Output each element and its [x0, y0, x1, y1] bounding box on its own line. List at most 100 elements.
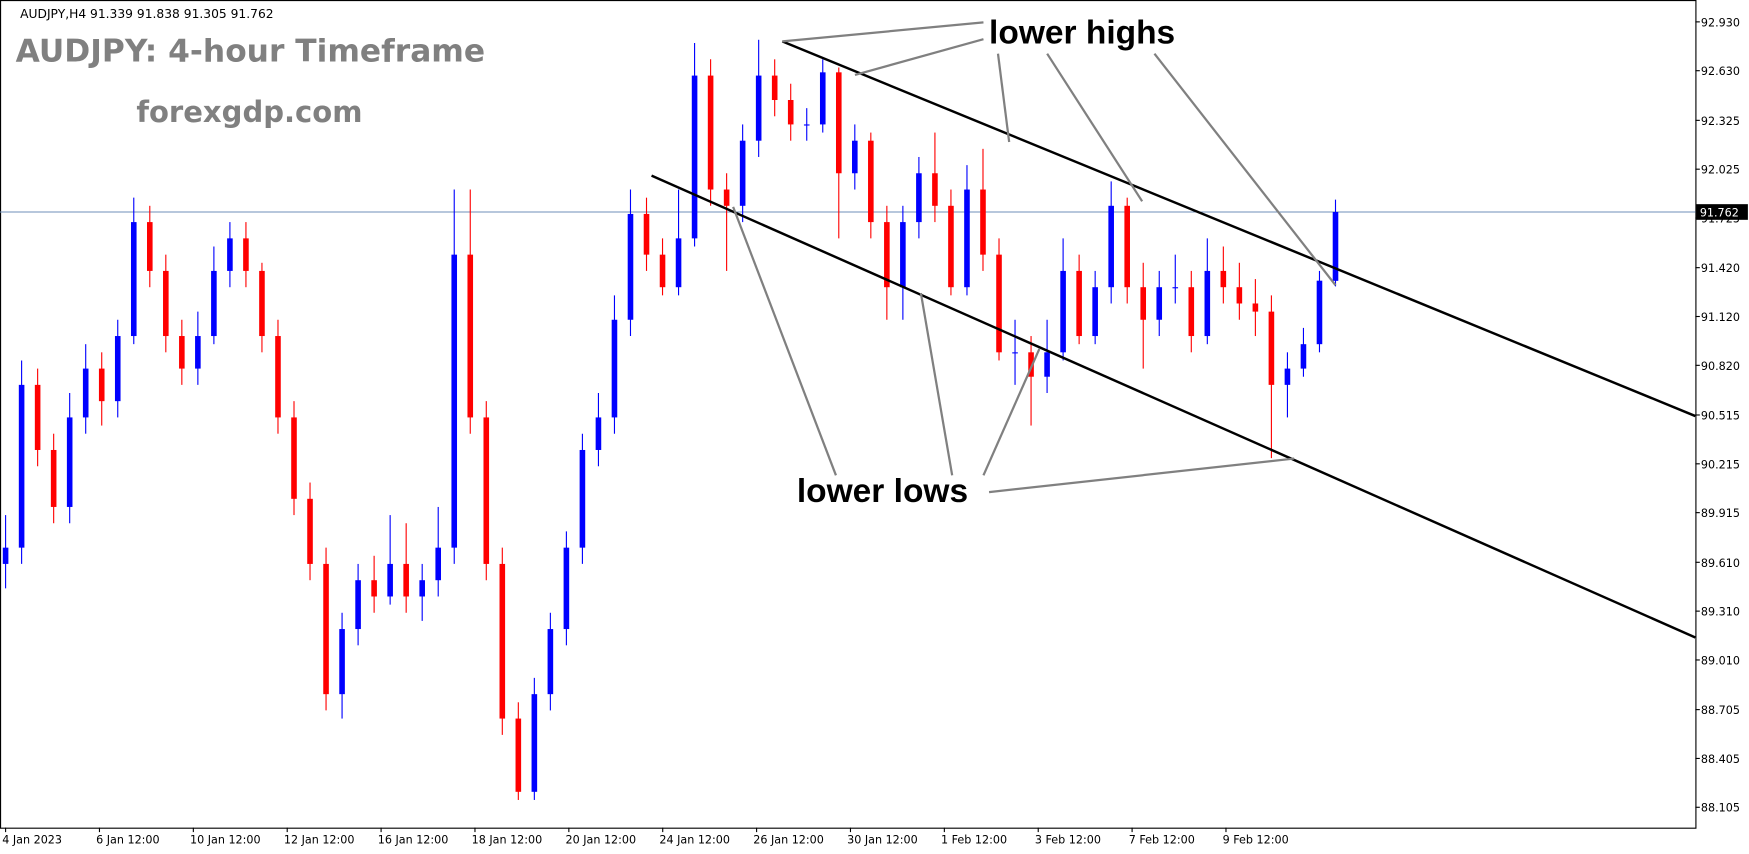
candle-body — [1236, 287, 1243, 304]
candle-body — [34, 384, 41, 450]
candle-body — [755, 75, 762, 141]
y-tick-label: 90.215 — [1701, 458, 1740, 471]
x-tick-label: 16 Jan 12:00 — [378, 833, 449, 846]
x-tick-label: 30 Jan 12:00 — [847, 833, 918, 846]
x-tick-label: 10 Jan 12:00 — [190, 833, 261, 846]
candle-body — [515, 718, 522, 792]
candle-body — [1108, 205, 1114, 288]
connector — [919, 292, 954, 476]
candle-body — [819, 72, 826, 125]
annotation: lower highs — [989, 15, 1175, 52]
connector — [1153, 52, 1337, 286]
connector — [988, 457, 1295, 494]
candle-body — [339, 629, 345, 695]
connector — [782, 21, 984, 43]
candle-body — [835, 72, 842, 174]
candle-body — [147, 222, 153, 271]
y-tick-label: 92.630 — [1701, 65, 1740, 78]
plot-area — [0, 39, 1696, 800]
candle-body — [675, 238, 682, 288]
subtitle: forexgdp.com — [136, 95, 362, 129]
y-tick-label: 88.705 — [1701, 704, 1740, 717]
candle-body — [868, 140, 874, 223]
candle-body — [787, 100, 794, 125]
candle-body — [499, 563, 506, 719]
y-tick-label: 92.025 — [1701, 164, 1740, 177]
candle-body — [227, 238, 233, 271]
header: AUDJPY,H4 91.339 91.838 91.305 91.762 — [20, 7, 273, 21]
candle-body — [948, 205, 954, 288]
connector — [1046, 53, 1144, 202]
candle-body — [451, 254, 458, 548]
candle-body — [771, 75, 778, 101]
candle-body — [884, 222, 890, 288]
candle-body — [307, 498, 313, 564]
candle-body — [114, 336, 121, 402]
candle-body — [18, 384, 25, 548]
x-tick-label: 26 Jan 12:00 — [753, 833, 824, 846]
candle-body — [403, 563, 409, 597]
plot-frame — [0, 0, 1697, 829]
candle-body — [980, 189, 986, 255]
y-tick-label: 89.610 — [1701, 557, 1740, 570]
candle-body — [1332, 211, 1339, 281]
y-tick-label: 89.010 — [1701, 654, 1740, 667]
candle-body — [2, 547, 9, 564]
connector — [982, 348, 1041, 476]
candle-body — [1252, 303, 1259, 312]
candle-body — [1284, 368, 1291, 385]
candle-body — [723, 189, 730, 206]
candle-body — [179, 336, 185, 369]
y-tick-label: 91.420 — [1701, 262, 1740, 275]
candle-body — [419, 580, 425, 597]
candle-body — [691, 75, 698, 239]
connector — [996, 53, 1011, 143]
candle-body — [595, 417, 602, 450]
candle-body — [563, 547, 570, 630]
candle-body — [1060, 270, 1066, 353]
candle-body — [852, 140, 858, 174]
connector — [732, 206, 837, 476]
candle-body — [275, 336, 281, 418]
candle-body — [1076, 270, 1082, 337]
channel-lower — [651, 174, 1696, 639]
candle-body — [627, 213, 634, 320]
candle-body — [996, 254, 1002, 353]
x-tick-label: 1 Feb 12:00 — [941, 833, 1007, 846]
candle-body — [1204, 270, 1211, 337]
candle-body — [1140, 287, 1147, 320]
candle-body — [1188, 287, 1195, 337]
candle-body — [291, 417, 297, 499]
candle-body — [964, 189, 970, 288]
candle-body — [98, 368, 105, 402]
candle-body — [371, 580, 377, 597]
chart-title: AUDJPY: 4-hour Timeframe — [16, 34, 485, 70]
candle-body — [1316, 280, 1323, 345]
candle-body — [163, 270, 169, 337]
price-label: 91.762 — [1700, 206, 1739, 219]
candle-body — [130, 222, 137, 337]
candle-body — [900, 222, 906, 288]
candle-body — [611, 319, 618, 418]
candle-body — [1044, 352, 1050, 377]
connector — [854, 38, 984, 77]
x-tick-label: 18 Jan 12:00 — [472, 833, 543, 846]
candle-body — [547, 629, 554, 695]
price-label-box — [1696, 204, 1748, 220]
candle-body — [1220, 270, 1227, 288]
y-tick-label: 92.930 — [1701, 16, 1740, 29]
candle-body — [1028, 352, 1034, 377]
candle-body — [643, 213, 650, 255]
channel-upper — [781, 40, 1696, 418]
candle-body — [916, 173, 922, 223]
candle-body — [259, 270, 265, 337]
x-tick-label: 7 Feb 12:00 — [1129, 833, 1195, 846]
candle-body — [932, 173, 938, 206]
connectors — [732, 21, 1337, 494]
candle-body — [195, 336, 201, 369]
candle-body — [531, 694, 538, 792]
candle-body — [323, 563, 329, 695]
x-tick-label: 24 Jan 12:00 — [659, 833, 730, 846]
